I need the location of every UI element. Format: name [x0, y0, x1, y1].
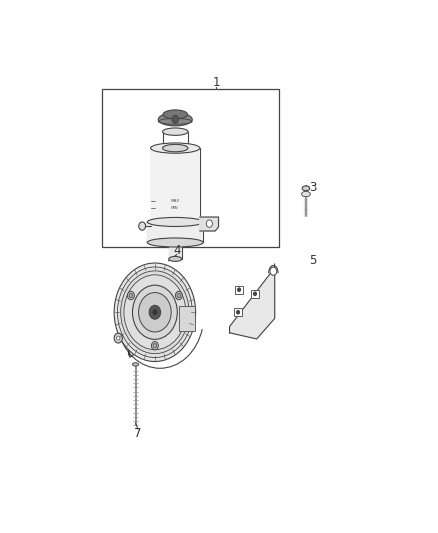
Circle shape	[152, 309, 157, 315]
Bar	[169, 243, 182, 259]
Ellipse shape	[158, 113, 192, 126]
Ellipse shape	[147, 238, 203, 247]
Ellipse shape	[132, 363, 138, 366]
Circle shape	[237, 311, 240, 314]
Bar	[151, 148, 200, 222]
Text: MIN: MIN	[170, 206, 178, 209]
Circle shape	[117, 336, 120, 340]
Circle shape	[238, 288, 240, 292]
Circle shape	[114, 333, 122, 343]
Circle shape	[172, 115, 179, 124]
Text: MAX: MAX	[170, 199, 180, 203]
Bar	[179, 306, 194, 330]
Text: 6: 6	[126, 347, 133, 360]
Circle shape	[117, 267, 192, 358]
Bar	[147, 222, 203, 243]
Ellipse shape	[169, 256, 182, 261]
Ellipse shape	[163, 110, 187, 119]
Text: 4: 4	[173, 244, 181, 257]
Circle shape	[138, 293, 171, 332]
Circle shape	[175, 292, 182, 300]
Ellipse shape	[302, 186, 310, 191]
Ellipse shape	[147, 217, 203, 227]
Bar	[234, 308, 242, 317]
Circle shape	[129, 293, 133, 298]
Circle shape	[254, 292, 256, 295]
Bar	[235, 286, 243, 294]
Circle shape	[206, 220, 212, 227]
Circle shape	[177, 293, 181, 298]
Bar	[251, 290, 259, 298]
Circle shape	[127, 292, 134, 300]
Circle shape	[152, 342, 159, 350]
Circle shape	[149, 305, 161, 319]
Ellipse shape	[162, 128, 188, 135]
Ellipse shape	[301, 191, 311, 197]
Text: 5: 5	[309, 254, 316, 268]
Polygon shape	[200, 217, 219, 231]
Text: 2: 2	[172, 113, 179, 126]
Circle shape	[139, 222, 145, 230]
Ellipse shape	[162, 144, 188, 152]
Circle shape	[121, 271, 189, 353]
Circle shape	[132, 285, 177, 340]
Circle shape	[153, 344, 157, 348]
Bar	[102, 88, 279, 247]
Polygon shape	[230, 271, 275, 339]
Text: 3: 3	[309, 181, 316, 193]
Circle shape	[114, 263, 196, 361]
Ellipse shape	[151, 143, 200, 153]
Text: 1: 1	[212, 76, 220, 89]
Text: 7: 7	[134, 427, 141, 440]
Circle shape	[270, 267, 277, 276]
Circle shape	[124, 275, 186, 350]
